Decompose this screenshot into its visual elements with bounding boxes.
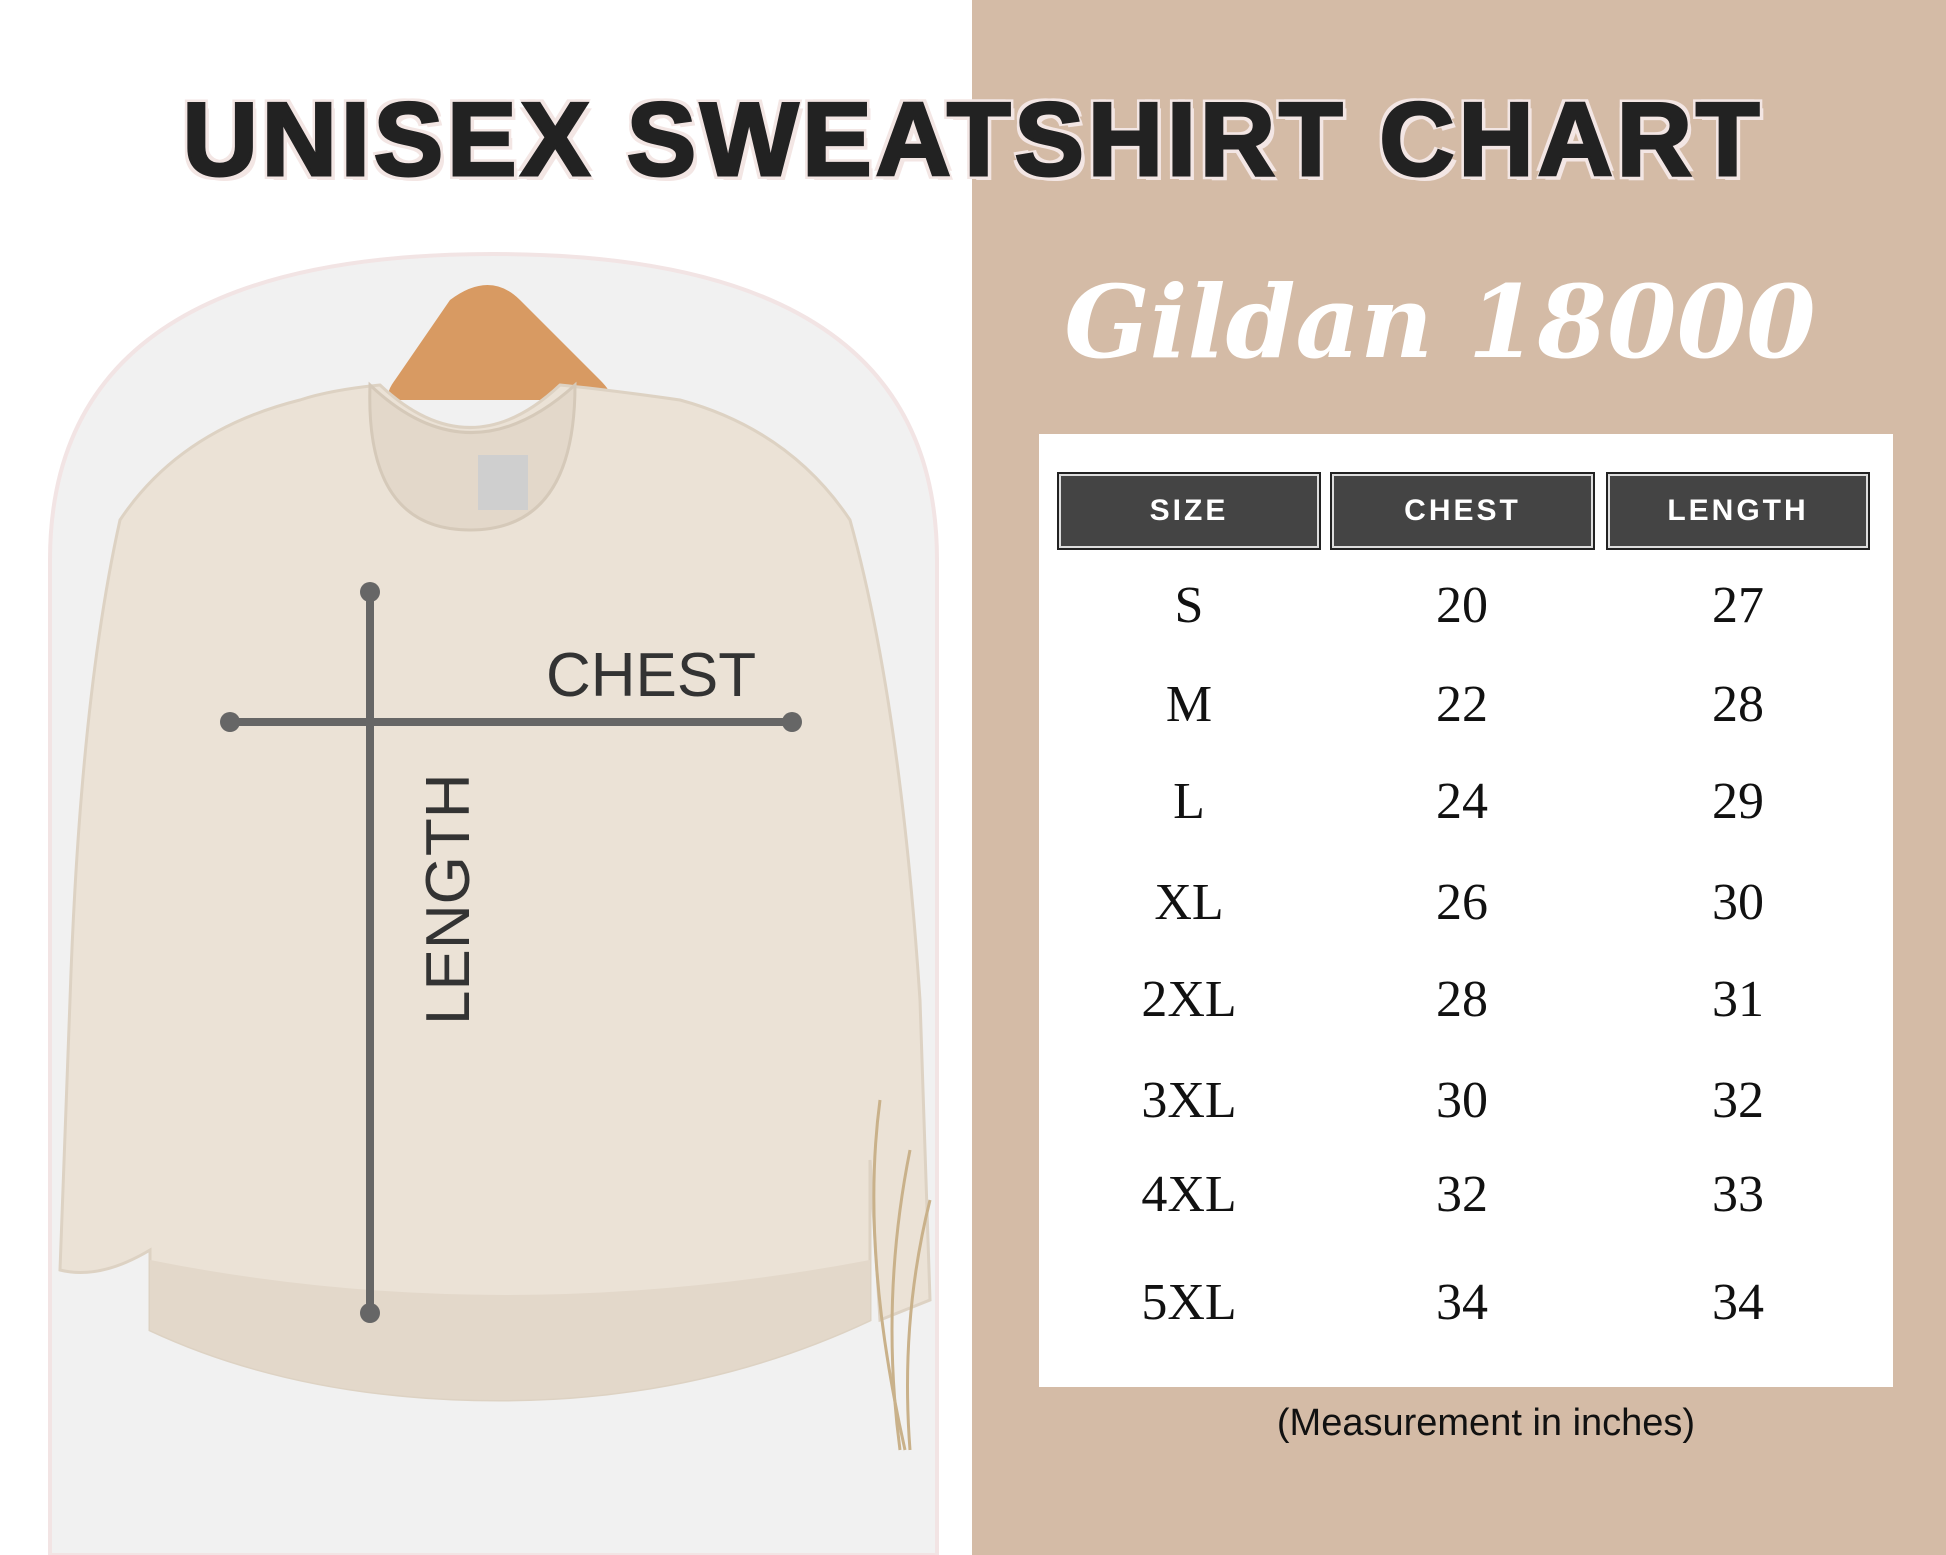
- length-cell: 34: [1712, 1274, 1764, 1331]
- chest-cell: 34: [1436, 1274, 1488, 1331]
- measurement-note: (Measurement in inches): [1276, 1402, 1696, 1444]
- chest-cell: 20: [1436, 577, 1488, 634]
- chest-label: CHEST: [546, 641, 757, 710]
- dried-grass-decoration: [872, 1099, 932, 1451]
- chest-endpoint: [782, 712, 802, 732]
- page-title: UNISEX SWEATSHIRT CHART: [181, 81, 1764, 200]
- chest-endpoint: [220, 712, 240, 732]
- size-cell: 4XL: [1141, 1166, 1237, 1223]
- sweatshirt-body: [58, 383, 932, 1402]
- length-endpoint: [360, 1303, 380, 1323]
- hanger: [388, 285, 610, 400]
- length-cell: 28: [1712, 676, 1764, 733]
- sweatshirt-photo: [48, 251, 939, 1555]
- length-cell: 33: [1712, 1166, 1764, 1223]
- length-cell: 27: [1712, 577, 1764, 634]
- header-length: LENGTH: [1606, 472, 1870, 550]
- chest-cell: 24: [1436, 773, 1488, 830]
- size-cell: XL: [1154, 874, 1224, 931]
- length-endpoint: [360, 582, 380, 602]
- size-cell: L: [1173, 773, 1205, 830]
- length-label: LENGTH: [414, 773, 483, 1025]
- chest-cell: 28: [1436, 971, 1488, 1028]
- product-subtitle: Gildan 18000: [1064, 263, 1816, 381]
- size-cell: 2XL: [1141, 971, 1237, 1028]
- size-table: SIZE CHEST LENGTH S 20 27 M 22 28 L 24 29 XL 26 30 2…: [1039, 434, 1893, 1387]
- header-chest: CHEST: [1330, 472, 1595, 550]
- length-cell: 29: [1712, 773, 1764, 830]
- hem: [150, 1260, 870, 1400]
- chest-cell: 32: [1436, 1166, 1488, 1223]
- size-cell: M: [1165, 676, 1213, 733]
- length-cell: 30: [1712, 874, 1764, 931]
- tag: [478, 455, 528, 510]
- header-size: SIZE: [1057, 472, 1321, 550]
- size-cell: 5XL: [1141, 1274, 1237, 1331]
- chest-cell: 26: [1436, 874, 1488, 931]
- size-cell: S: [1174, 577, 1204, 634]
- length-cell: 32: [1712, 1072, 1764, 1129]
- length-cell: 31: [1712, 971, 1764, 1028]
- size-cell: 3XL: [1141, 1072, 1237, 1129]
- chest-cell: 30: [1436, 1072, 1488, 1129]
- chest-cell: 22: [1436, 676, 1488, 733]
